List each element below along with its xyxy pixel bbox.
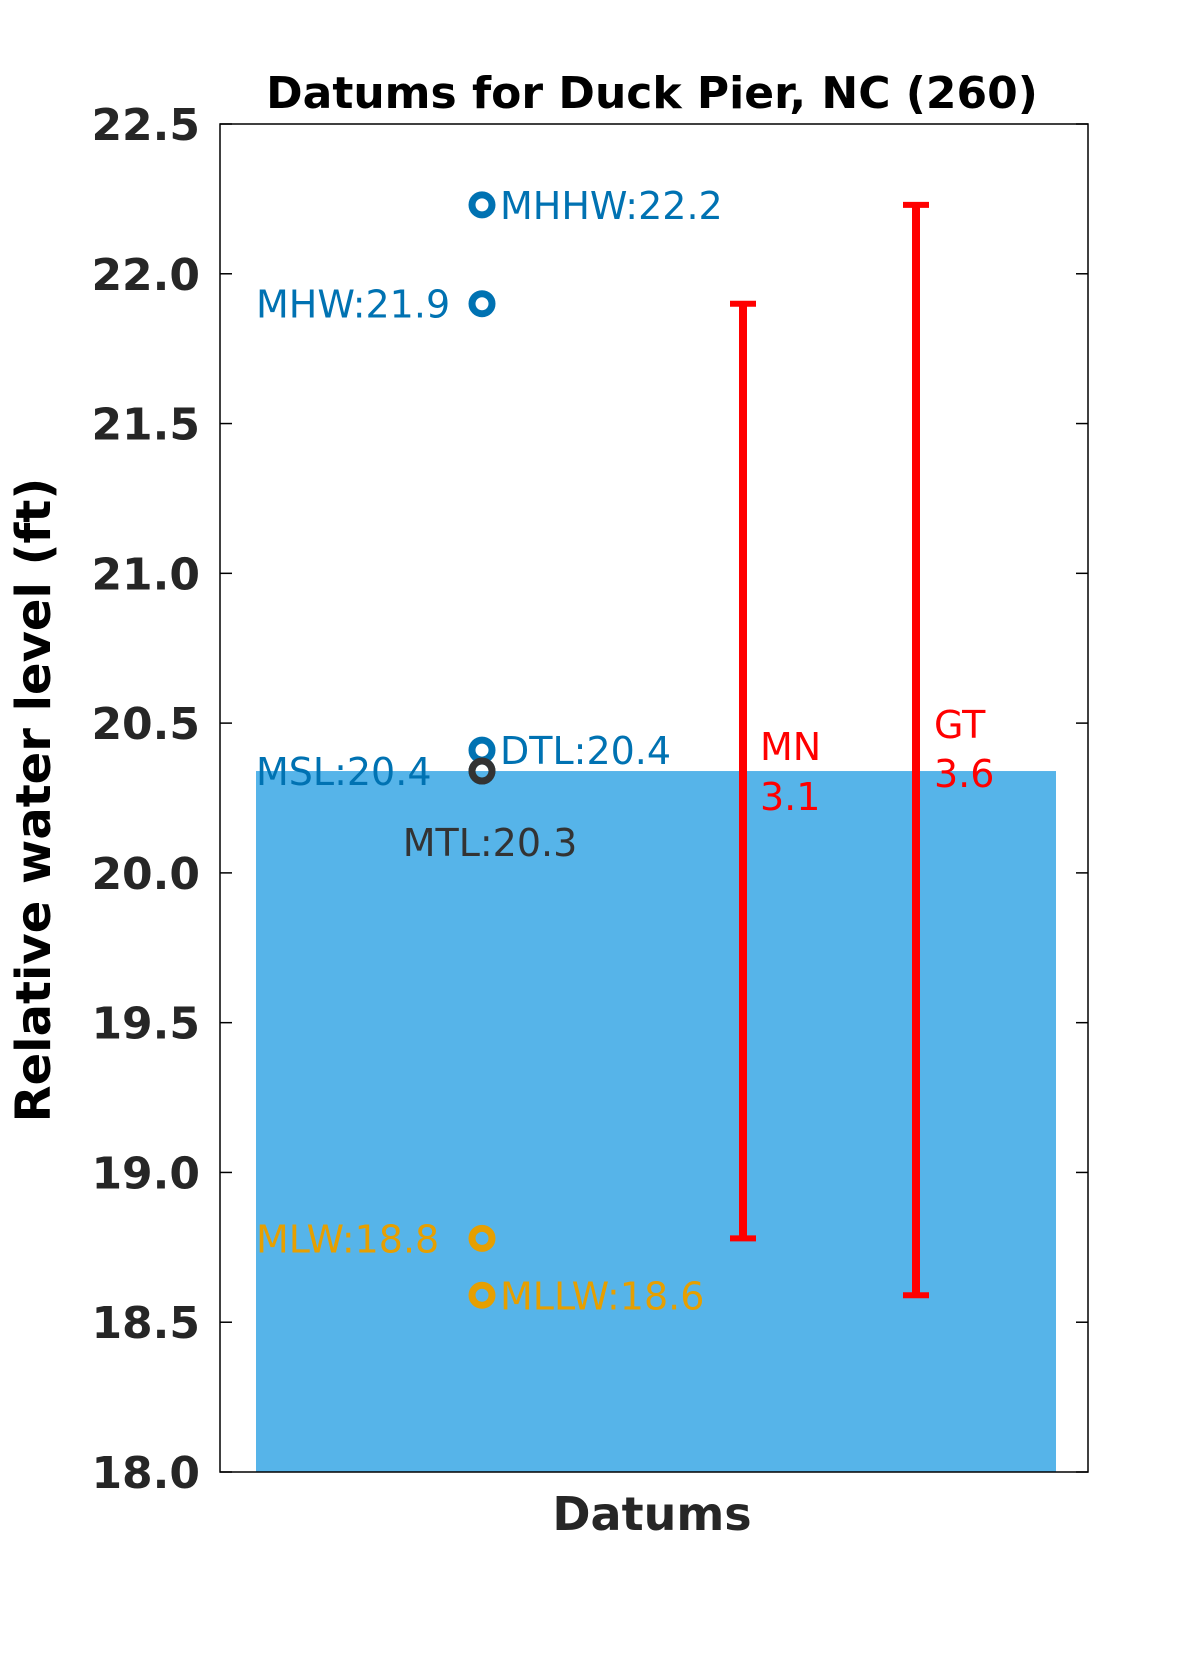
y-tick-label: 20.5 bbox=[91, 699, 200, 750]
datum-label-mlw: MLW:18.8 bbox=[256, 1217, 439, 1261]
datum-label-mhhw: MHHW:22.2 bbox=[500, 184, 723, 228]
y-tick-label: 20.0 bbox=[91, 849, 200, 900]
y-tick-label: 22.5 bbox=[91, 100, 200, 151]
datum-label-dtl: DTL:20.4 bbox=[500, 729, 671, 773]
y-tick-label: 21.5 bbox=[91, 400, 200, 451]
y-tick-label: 19.5 bbox=[91, 999, 200, 1050]
x-axis-label: Datums bbox=[552, 1487, 751, 1541]
y-tick-label: 22.0 bbox=[91, 250, 200, 301]
datum-label-msl: MSL:20.4 bbox=[256, 750, 432, 794]
y-tick-label: 21.0 bbox=[91, 549, 200, 600]
datum-marker-mhhw bbox=[468, 191, 496, 219]
datum-marker-mlw bbox=[468, 1224, 496, 1252]
datum-label-mhw: MHW:21.9 bbox=[256, 283, 450, 327]
y-axis-label: Relative water level (ft) bbox=[6, 478, 62, 1123]
y-tick-label: 18.5 bbox=[91, 1298, 200, 1349]
datum-label-mllw: MLLW:18.6 bbox=[500, 1274, 704, 1318]
datum-marker-mhw bbox=[468, 290, 496, 318]
datum-marker-dtl bbox=[468, 736, 496, 764]
datum-label-mtl: MTL:20.3 bbox=[403, 821, 578, 865]
range-label-name: MN bbox=[760, 725, 821, 769]
datum-marker-mllw bbox=[468, 1281, 496, 1309]
range-gt bbox=[903, 201, 929, 1299]
range-label-name: GT bbox=[934, 703, 986, 747]
chart-title: Datums for Duck Pier, NC (260) bbox=[266, 68, 1038, 119]
y-tick-label: 19.0 bbox=[91, 1148, 200, 1199]
range-label-value: 3.6 bbox=[934, 752, 994, 796]
y-tick-label: 18.0 bbox=[91, 1448, 200, 1499]
plot-area: 18.0 18.5 19.0 19.5 20.0 20.5 21.0 21.5 22.0 22.5… bbox=[91, 100, 1089, 1499]
msl-bar bbox=[256, 771, 1056, 1472]
datum-marker-mtl bbox=[468, 757, 496, 785]
range-label-value: 3.1 bbox=[760, 775, 820, 819]
range-mn bbox=[730, 300, 756, 1242]
plot-frame bbox=[219, 123, 1089, 1473]
